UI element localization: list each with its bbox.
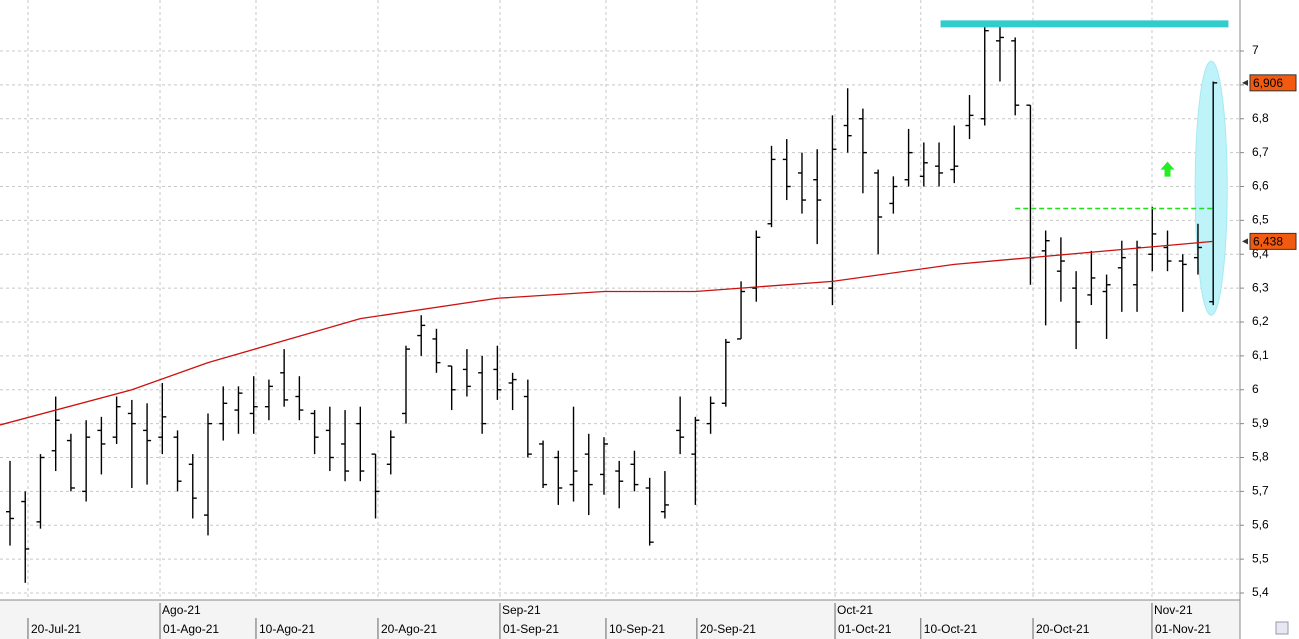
month-label: Oct-21 [837,603,873,617]
price-tag [1249,232,1297,250]
y-tick-label: 6 [1252,382,1259,396]
price-tag [1249,74,1297,92]
x-tick-label: 01-Sep-21 [503,622,559,636]
y-tick-label: 5,9 [1252,416,1269,430]
y-tick-label: 5,8 [1252,450,1269,464]
month-label: Sep-21 [502,603,541,617]
x-tick-label: 10-Ago-21 [259,622,315,636]
y-tick-label: 6,2 [1252,314,1269,328]
y-tick-label: 6,7 [1252,145,1269,159]
moving-average [0,240,1214,426]
y-tick-label: 6,5 [1252,213,1269,227]
highlight-ellipse [1194,60,1228,316]
x-tick-label: 20-Jul-21 [31,622,81,636]
y-tick-label: 6,3 [1252,280,1269,294]
x-tick-label: 20-Oct-21 [1036,622,1090,636]
x-tick-label: 10-Sep-21 [609,622,665,636]
x-tick-label: 01-Oct-21 [838,622,892,636]
month-label: Ago-21 [162,603,201,617]
price-pointer [1242,238,1248,245]
price-tag-label: 6,906 [1253,76,1283,90]
y-tick-label: 5,6 [1252,517,1269,531]
y-tick-label: 5,7 [1252,484,1269,498]
x-tick-label: 10-Oct-21 [924,622,978,636]
y-tick-label: 6,8 [1252,111,1269,125]
x-tick-label: 01-Ago-21 [163,622,219,636]
y-tick-label: 7 [1252,43,1259,57]
price-pointer [1242,79,1248,86]
month-label: Nov-21 [1154,603,1193,617]
x-tick-label: 01-Nov-21 [1155,622,1211,636]
y-tick-label: 6,6 [1252,179,1269,193]
y-tick-label: 6,4 [1252,246,1269,260]
y-tick-label: 5,4 [1252,585,1269,599]
x-tick-label: 20-Ago-21 [381,622,437,636]
y-tick-label: 6,1 [1252,348,1269,362]
y-tick-label: 5,5 [1252,551,1269,565]
up-arrow [1160,161,1175,177]
x-tick-label: 20-Sep-21 [700,622,756,636]
price-tag-label: 6,438 [1253,235,1283,249]
corner-icon[interactable] [1275,621,1289,635]
